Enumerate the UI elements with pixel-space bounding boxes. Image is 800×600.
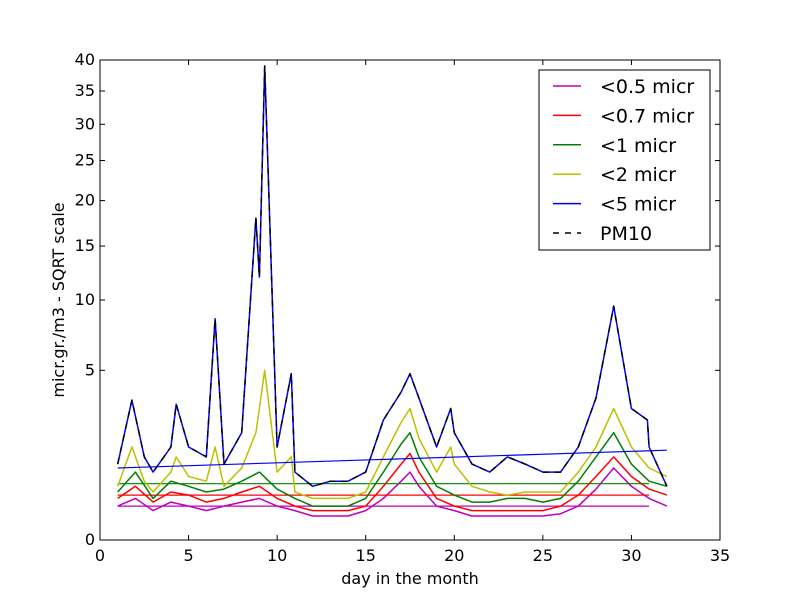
- x-tick-label: 10: [267, 546, 287, 565]
- x-tick-label: 35: [710, 546, 730, 565]
- series-line-2: [117, 431, 668, 507]
- legend-label: <0.7 micr: [600, 105, 694, 127]
- series-line-0: [117, 467, 668, 517]
- series-line-3: [116, 369, 668, 500]
- y-tick-label: 40: [75, 50, 95, 69]
- y-tick-label: 15: [75, 236, 95, 255]
- legend-label: <1 micr: [600, 135, 676, 157]
- series-line-1: [117, 452, 668, 512]
- legend-label: <2 micr: [600, 164, 676, 186]
- y-tick-label: 25: [75, 151, 95, 170]
- ticks-layer: 0 5 10 15 20 25 30 35 0 5 10 15 20 25 30 35 40: [75, 50, 731, 565]
- legend-label: PM10: [600, 223, 652, 245]
- legend-label: <0.5 micr: [600, 76, 694, 98]
- y-tick-label: 10: [75, 290, 95, 309]
- series-line-5: [116, 65, 668, 488]
- x-axis-label: day in the month: [341, 569, 478, 588]
- legend: <0.5 micr <0.7 micr <1 micr <2 micr <5 micr P…: [538, 69, 711, 251]
- series-layer: [116, 65, 668, 517]
- x-tick-label: 0: [95, 546, 105, 565]
- legend-box: [538, 69, 711, 251]
- y-tick-label: 5: [85, 360, 95, 379]
- x-tick-label: 25: [533, 546, 553, 565]
- y-tick-label: 30: [75, 114, 95, 133]
- y-tick-label: 35: [75, 81, 95, 100]
- y-axis-label: micr.gr./m3 - SQRT scale: [49, 202, 68, 397]
- x-tick-label: 15: [356, 546, 376, 565]
- x-tick-label: 5: [183, 546, 193, 565]
- legend-label: <5 micr: [600, 194, 676, 216]
- series-baseline-4: [117, 449, 667, 469]
- y-tick-label: 0: [85, 530, 95, 549]
- y-tick-label: 20: [75, 191, 95, 210]
- x-tick-label: 20: [444, 546, 464, 565]
- x-tick-label: 30: [621, 546, 641, 565]
